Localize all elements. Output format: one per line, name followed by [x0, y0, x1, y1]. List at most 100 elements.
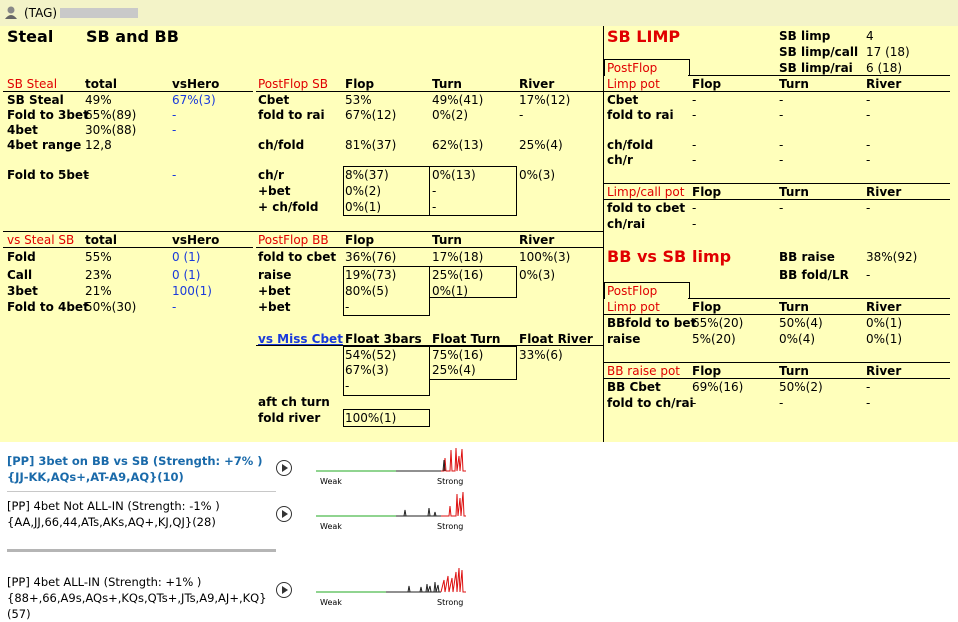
lc-fold-cbet-label: fold to cbet [607, 201, 686, 215]
vs-fold-total: 55% [85, 250, 112, 264]
vs-fold-to-4bet-total: 50%(30) [85, 300, 137, 314]
sb-limp-flop-header: Flop [692, 77, 722, 91]
bb-cbet-river: - [866, 380, 871, 394]
sb-steal-vshero-header: vsHero [172, 77, 220, 91]
bb-limp-raise-flop: 5%(20) [692, 332, 736, 346]
fold-to-chrai-turn: - [779, 396, 784, 410]
lc-fold-cbet-turn: - [779, 201, 784, 215]
bb-raise-pot-header: BB raise pot [607, 364, 681, 378]
limp-call-top-line [604, 183, 950, 184]
aft-ch-turn-label: aft ch turn [258, 395, 330, 409]
bb-postflop-tab[interactable]: PostFlop [604, 282, 690, 299]
range-3bet-text[interactable]: [PP] 3bet on BB vs SB (Strength: +7% ) {… [7, 454, 263, 484]
sb-ch-r-river: 0%(3) [519, 168, 556, 182]
play-icon[interactable] [276, 460, 292, 476]
limp-chfold-turn: - [779, 138, 784, 152]
bb-fold-to-cbet-label: fold to cbet [258, 250, 337, 264]
sb-ch-fold-flop: 81%(37) [345, 138, 397, 152]
fold-to-5bet-label: Fold to 5bet [7, 168, 89, 182]
float-turn-header: Float Turn [432, 332, 501, 346]
bb-limp-river-header: River [866, 300, 902, 314]
limp-chr-turn: - [779, 153, 784, 167]
bb-fold-to-cbet-turn: 17%(18) [432, 250, 484, 264]
bb-raise-pot-turn-header: Turn [779, 364, 809, 378]
bb-raise-stat-label: BB raise [779, 250, 835, 264]
sb-ch-fold-turn: 62%(13) [432, 138, 484, 152]
bbfold-to-bet-river: 0%(1) [866, 316, 903, 330]
fold-to-chrai-river: - [866, 396, 871, 410]
4bet-label: 4bet [7, 123, 38, 137]
vs-3bet-label: 3bet [7, 284, 38, 298]
float-3bars-1: 54%(52) [345, 348, 397, 362]
user-icon [4, 5, 18, 19]
range-4bet-not-allin-text[interactable]: [PP] 4bet Not ALL-IN (Strength: -1% ) {A… [7, 499, 220, 529]
bb-limp-flop-header: Flop [692, 300, 722, 314]
bb-fold-to-cbet-flop: 36%(76) [345, 250, 397, 264]
float-river-header: Float River [519, 332, 593, 346]
bb-limp-pot-header: Limp pot [607, 300, 660, 314]
sb-steal-header-line [3, 91, 253, 92]
limp-chr-label: ch/r [607, 153, 633, 167]
sb-limp-rai-value: 6 (18) [866, 61, 903, 75]
lc-fold-cbet-flop: - [692, 201, 697, 215]
limp-chfold-river: - [866, 138, 871, 152]
float-3bars-2: 67%(3) [345, 363, 389, 377]
sb-cbet-turn: 49%(41) [432, 93, 484, 107]
fold-to-chrai-label: fold to ch/rai [607, 396, 694, 410]
bb-raise-pot-flop-header: Flop [692, 364, 722, 378]
sb-plus-chfold-flop: 0%(1) [345, 200, 382, 214]
limp-cbet-flop: - [692, 93, 697, 107]
title-bar: (TAG) [0, 0, 958, 26]
range-4bet-not-allin-weak: Weak [320, 522, 342, 531]
bb-raise-stat-value: 38%(92) [866, 250, 918, 264]
sb-plus-chfold-turn: - [432, 200, 437, 214]
limp-call-pot-header: Limp/call pot [607, 185, 685, 199]
range-4bet-allin-histogram [316, 567, 466, 593]
redacted-name [60, 8, 138, 18]
float-box-turn [429, 346, 517, 380]
sb-chr-box-turn [429, 166, 517, 216]
steal-title: Steal [7, 27, 54, 46]
vs-steal-vshero-header: vsHero [172, 233, 220, 247]
bb-raise-turn: 25%(16) [432, 268, 484, 282]
bb-plus-bet-flop: 80%(5) [345, 284, 389, 298]
bb-raise-label: raise [258, 268, 292, 282]
range-3bet-weak: Weak [320, 477, 342, 486]
bb-plus-bet2-flop: - [345, 300, 350, 314]
play-icon[interactable] [276, 582, 292, 598]
bb-raise-pot-river-header: River [866, 364, 902, 378]
fold-to-3bet-vshero: - [172, 108, 177, 122]
fold-to-chrai-flop: - [692, 396, 697, 410]
float-turn-1: 75%(16) [432, 348, 484, 362]
sb-steal-header: SB Steal [7, 77, 58, 91]
postflop-bb-header-line [256, 247, 603, 248]
bb-limp-raise-river: 0%(1) [866, 332, 903, 346]
bb-limp-header-line [604, 314, 950, 315]
limp-fold-rai-river: - [866, 108, 871, 122]
4bet-range-label: 4bet range [7, 138, 82, 152]
bb-raise-pot-top-line [604, 362, 950, 363]
limp-call-flop-header: Flop [692, 185, 722, 199]
bb-plus-bet2-label: +bet [258, 300, 291, 314]
sb-limp-postflop-tab[interactable]: PostFlop [604, 59, 690, 76]
bb-cbet-turn: 50%(2) [779, 380, 823, 394]
sb-limp-call-value: 17 (18) [866, 45, 910, 59]
play-icon[interactable] [276, 506, 292, 522]
bb-limp-turn-header: Turn [779, 300, 809, 314]
vs-steal-header-line [3, 247, 253, 248]
sb-cbet-river: 17%(12) [519, 93, 571, 107]
bb-tab-line [688, 298, 950, 299]
sb-plus-chfold-label: + ch/fold [258, 200, 319, 214]
panel-divider [603, 26, 604, 442]
float-turn-2: 25%(4) [432, 363, 476, 377]
range-4bet-allin-text[interactable]: [PP] 4bet ALL-IN (Strength: +1% ) {88+,6… [7, 575, 267, 621]
postflop-bb-river-header: River [519, 233, 555, 247]
vs-call-total: 23% [85, 268, 112, 282]
sb-ch-r-turn: 0%(13) [432, 168, 476, 182]
limp-call-header-line [604, 199, 950, 200]
vs-fold-to-4bet-vshero: - [172, 300, 177, 314]
sb-ch-r-label: ch/r [258, 168, 284, 182]
sb-ch-r-flop: 8%(37) [345, 168, 389, 182]
sb-fold-to-rai-turn: 0%(2) [432, 108, 469, 122]
bb-vs-sb-subtitle: limp [692, 247, 732, 266]
